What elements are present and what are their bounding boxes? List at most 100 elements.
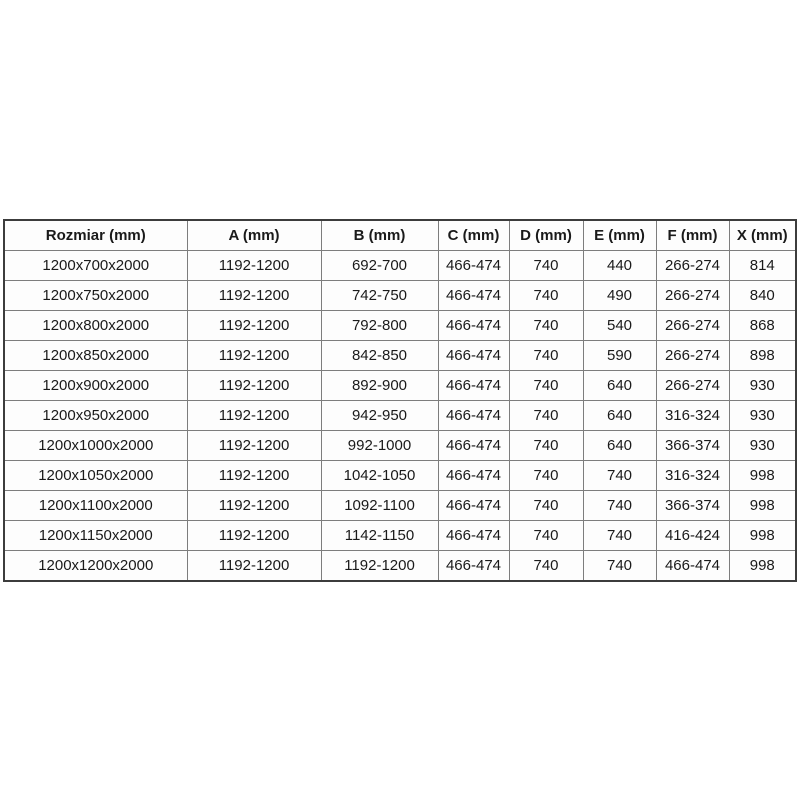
table-cell: 840 xyxy=(728,280,797,311)
table-cell: 466-474 xyxy=(437,370,510,401)
table-row: 1200x1050x2000 1192-1200 1042-1050 466-474 7… xyxy=(3,460,797,491)
table-row: 1200x1000x2000 1192-1200 992-1000 466-474 74… xyxy=(3,430,797,461)
table-cell: 366-374 xyxy=(655,490,730,521)
table-cell: 692-700 xyxy=(320,250,439,281)
table-cell: 1200x850x2000 xyxy=(3,340,188,371)
table-cell: 998 xyxy=(728,550,797,582)
table-cell: 466-474 xyxy=(437,310,510,341)
table-cell: 740 xyxy=(508,460,584,491)
table-cell: 1200x950x2000 xyxy=(3,400,188,431)
table-cell: 930 xyxy=(728,430,797,461)
table-cell: 1192-1200 xyxy=(186,310,322,341)
table-cell: 266-274 xyxy=(655,310,730,341)
column-header: B (mm) xyxy=(320,219,439,251)
table-body: 1200x700x2000 1192-1200 692-700 466-474 740 4… xyxy=(3,250,797,582)
table-row: 1200x750x2000 1192-1200 742-750 466-474 740 4… xyxy=(3,280,797,311)
table-row: 1200x950x2000 1192-1200 942-950 466-474 740 6… xyxy=(3,400,797,431)
table-cell: 1192-1200 xyxy=(186,490,322,521)
table-row: 1200x700x2000 1192-1200 692-700 466-474 740 4… xyxy=(3,250,797,281)
table-cell: 416-424 xyxy=(655,520,730,551)
table-cell: 466-474 xyxy=(437,490,510,521)
table-cell: 1192-1200 xyxy=(320,550,439,582)
table-cell: 740 xyxy=(508,280,584,311)
table-cell: 930 xyxy=(728,370,797,401)
table-cell: 1200x1150x2000 xyxy=(3,520,188,551)
spec-table-container: Rozmiar (mm) A (mm) B (mm) C (mm) D (mm) E (m… xyxy=(3,219,797,582)
table-cell: 266-274 xyxy=(655,250,730,281)
table-cell: 1200x750x2000 xyxy=(3,280,188,311)
column-header: E (mm) xyxy=(582,219,657,251)
table-cell: 1192-1200 xyxy=(186,550,322,582)
table-cell: 1200x700x2000 xyxy=(3,250,188,281)
table-cell: 998 xyxy=(728,490,797,521)
table-cell: 1192-1200 xyxy=(186,400,322,431)
table-cell: 466-474 xyxy=(437,460,510,491)
table-row: 1200x850x2000 1192-1200 842-850 466-474 740 5… xyxy=(3,340,797,371)
table-cell: 1192-1200 xyxy=(186,340,322,371)
table-cell: 740 xyxy=(582,490,657,521)
table-cell: 466-474 xyxy=(437,400,510,431)
column-header: X (mm) xyxy=(728,219,797,251)
table-cell: 266-274 xyxy=(655,340,730,371)
table-cell: 1200x1050x2000 xyxy=(3,460,188,491)
table-row: 1200x900x2000 1192-1200 892-900 466-474 740 6… xyxy=(3,370,797,401)
spec-table: Rozmiar (mm) A (mm) B (mm) C (mm) D (mm) E (m… xyxy=(3,219,797,582)
table-cell: 742-750 xyxy=(320,280,439,311)
column-header: Rozmiar (mm) xyxy=(3,219,188,251)
table-cell: 992-1000 xyxy=(320,430,439,461)
table-cell: 998 xyxy=(728,460,797,491)
table-cell: 740 xyxy=(508,520,584,551)
table-cell: 1192-1200 xyxy=(186,370,322,401)
table-cell: 842-850 xyxy=(320,340,439,371)
table-cell: 490 xyxy=(582,280,657,311)
table-cell: 868 xyxy=(728,310,797,341)
table-cell: 814 xyxy=(728,250,797,281)
table-cell: 640 xyxy=(582,430,657,461)
table-cell: 740 xyxy=(508,310,584,341)
table-row: 1200x1100x2000 1192-1200 1092-1100 466-474 7… xyxy=(3,490,797,521)
table-row: 1200x800x2000 1192-1200 792-800 466-474 740 5… xyxy=(3,310,797,341)
table-cell: 590 xyxy=(582,340,657,371)
table-cell: 1192-1200 xyxy=(186,250,322,281)
table-cell: 540 xyxy=(582,310,657,341)
table-cell: 740 xyxy=(582,520,657,551)
table-cell: 466-474 xyxy=(437,280,510,311)
table-cell: 1200x1000x2000 xyxy=(3,430,188,461)
table-cell: 440 xyxy=(582,250,657,281)
table-cell: 1200x800x2000 xyxy=(3,310,188,341)
table-cell: 998 xyxy=(728,520,797,551)
table-cell: 1200x1200x2000 xyxy=(3,550,188,582)
table-cell: 740 xyxy=(582,460,657,491)
table-cell: 640 xyxy=(582,400,657,431)
table-cell: 1192-1200 xyxy=(186,520,322,551)
table-cell: 466-474 xyxy=(437,520,510,551)
table-cell: 466-474 xyxy=(437,250,510,281)
table-cell: 740 xyxy=(508,400,584,431)
header-row: Rozmiar (mm) A (mm) B (mm) C (mm) D (mm) E (m… xyxy=(3,219,797,251)
table-cell: 1092-1100 xyxy=(320,490,439,521)
table-cell: 792-800 xyxy=(320,310,439,341)
table-cell: 466-474 xyxy=(655,550,730,582)
table-cell: 1192-1200 xyxy=(186,430,322,461)
table-cell: 266-274 xyxy=(655,280,730,311)
table-cell: 740 xyxy=(508,340,584,371)
table-cell: 740 xyxy=(508,490,584,521)
table-cell: 740 xyxy=(508,550,584,582)
table-cell: 942-950 xyxy=(320,400,439,431)
table-cell: 466-474 xyxy=(437,550,510,582)
table-cell: 640 xyxy=(582,370,657,401)
table-cell: 316-324 xyxy=(655,460,730,491)
column-header: D (mm) xyxy=(508,219,584,251)
column-header: C (mm) xyxy=(437,219,510,251)
table-cell: 366-374 xyxy=(655,430,730,461)
table-row: 1200x1200x2000 1192-1200 1192-1200 466-474 7… xyxy=(3,550,797,582)
table-cell: 466-474 xyxy=(437,340,510,371)
table-cell: 1200x900x2000 xyxy=(3,370,188,401)
table-cell: 1142-1150 xyxy=(320,520,439,551)
table-cell: 930 xyxy=(728,400,797,431)
table-cell: 740 xyxy=(582,550,657,582)
column-header: A (mm) xyxy=(186,219,322,251)
table-row: 1200x1150x2000 1192-1200 1142-1150 466-474 7… xyxy=(3,520,797,551)
table-cell: 740 xyxy=(508,430,584,461)
